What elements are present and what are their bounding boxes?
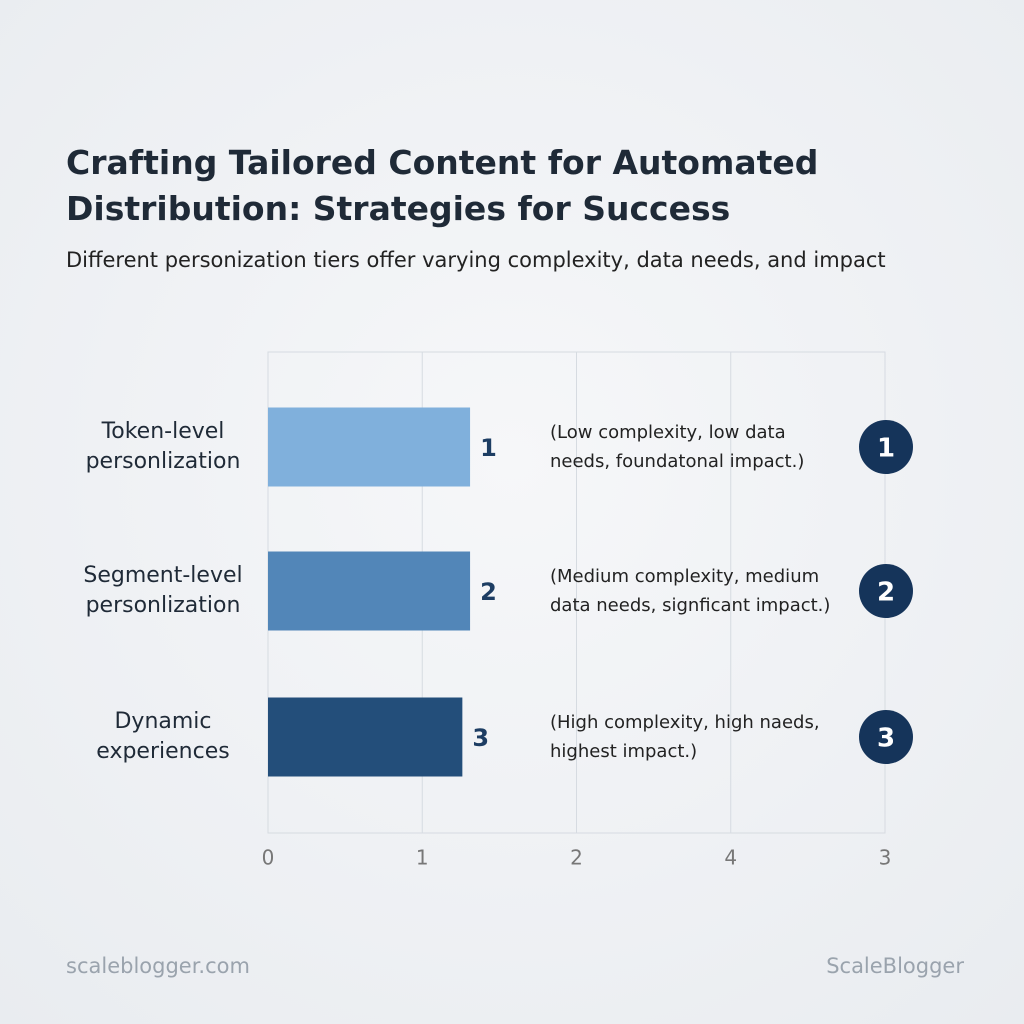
category-label: Dynamic experiences (96, 709, 230, 764)
annotation: (Medium complexity, medium data needs, s… (550, 566, 831, 616)
chart-title: Crafting Tailored Content for Automated … (66, 143, 819, 228)
x-tick-label: 0 (262, 846, 275, 870)
chart-subtitle: Different personization tiers offer vary… (66, 248, 886, 272)
rank-badge (859, 710, 913, 764)
footer-left: scaleblogger.com (66, 954, 250, 978)
x-tick-label: 1 (416, 846, 429, 870)
category-label: Segment-level personlization (83, 563, 243, 618)
rank-badge-label: 1 (877, 434, 895, 464)
category-label: Token-level personlization (85, 419, 241, 474)
bar (268, 697, 463, 777)
bar-rank-label: 3 (472, 724, 489, 752)
annotation: (High complexity, high naeds, highest im… (550, 712, 820, 762)
bar-rank-label: 2 (480, 578, 497, 606)
bar (268, 551, 471, 631)
rank-badge-label: 2 (877, 578, 895, 608)
rank-badge-label: 3 (877, 724, 895, 754)
footer-right: ScaleBlogger (826, 954, 964, 978)
bar-rank-label: 1 (480, 434, 497, 462)
x-tick-label: 3 (879, 846, 892, 870)
rank-badge (859, 420, 913, 474)
x-tick-label: 2 (570, 846, 583, 870)
x-tick-label: 4 (724, 846, 737, 870)
annotation: (Low complexity, low data needs, foundat… (550, 422, 805, 472)
bar (268, 407, 471, 487)
rank-badge (859, 564, 913, 618)
